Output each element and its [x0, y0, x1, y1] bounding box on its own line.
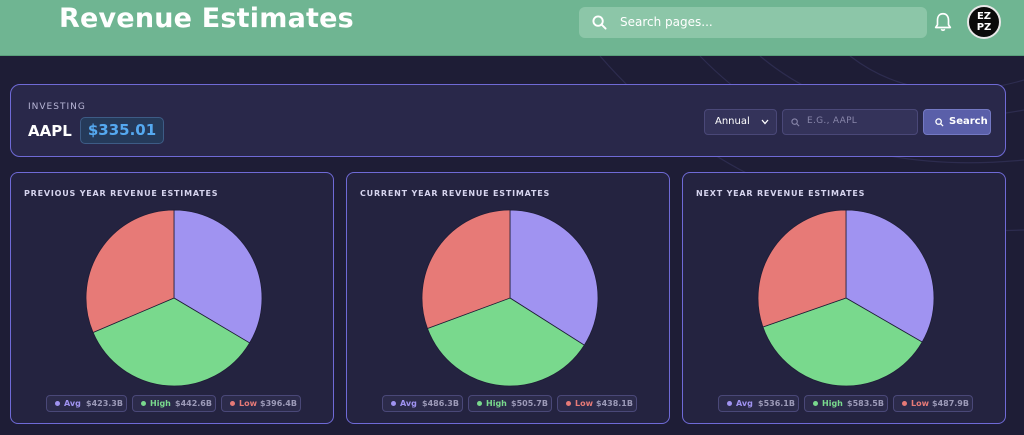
legend-item-avg: Avg $423.3B	[46, 395, 127, 412]
legend-dot-high	[813, 401, 818, 406]
search-pages-input[interactable]: Search pages...	[579, 7, 927, 38]
legend-name: High	[822, 399, 843, 408]
legend-value: $583.5B	[847, 399, 884, 408]
legend-value: $442.6B	[175, 399, 212, 408]
pie-slice-low	[85, 209, 175, 333]
pie-slice-avg	[173, 209, 263, 344]
legend-name: Low	[575, 399, 593, 408]
legend-dot-low	[566, 401, 571, 406]
legend-value: $423.3B	[86, 399, 123, 408]
stock-panel: INVESTING AAPL $335.01 Annual E.G., AAPL…	[10, 84, 1006, 157]
legend-name: High	[486, 399, 507, 408]
legend-name: High	[150, 399, 171, 408]
legend-dot-high	[141, 401, 146, 406]
legend-dot-low	[902, 401, 907, 406]
period-select-value: Annual	[715, 116, 750, 127]
legend-item-low: Low $438.1B	[557, 395, 637, 412]
search-icon	[791, 118, 800, 127]
legend-dot-high	[477, 401, 482, 406]
search-icon	[935, 118, 944, 127]
chevron-down-icon	[761, 119, 769, 125]
legend-item-avg: Avg $486.3B	[382, 395, 463, 412]
revenue-card-next: NEXT YEAR REVENUE ESTIMATES Avg $536.1B …	[682, 172, 1006, 424]
investing-label: INVESTING	[28, 102, 86, 112]
legend-name: Avg	[736, 399, 753, 408]
ticker-input-placeholder: E.G., AAPL	[807, 116, 858, 126]
legend-value: $505.7B	[511, 399, 548, 408]
avatar-text: EZ PZ	[976, 11, 992, 33]
legend-item-high: High $583.5B	[804, 395, 888, 412]
legend-item-low: Low $487.9B	[893, 395, 973, 412]
pie-slice-high	[426, 297, 585, 387]
search-icon	[592, 15, 607, 30]
legend-item-low: Low $396.4B	[221, 395, 301, 412]
pie-slice-avg	[845, 209, 935, 343]
legend-value: $486.3B	[422, 399, 459, 408]
revenue-card-current: CURRENT YEAR REVENUE ESTIMATES Avg $486.…	[346, 172, 670, 424]
search-button-label: Search	[949, 116, 988, 127]
ticker-input[interactable]: E.G., AAPL	[782, 109, 918, 135]
revenue-card-previous: PREVIOUS YEAR REVENUE ESTIMATES Avg $423…	[10, 172, 334, 424]
ticker-symbol: AAPL	[28, 122, 72, 140]
legend-value: $536.1B	[758, 399, 795, 408]
top-bar: Revenue Estimates Search pages... EZ PZ	[0, 0, 1024, 56]
pie-slice-low	[757, 209, 847, 328]
pie-chart	[421, 209, 599, 387]
pie-slice-high	[92, 297, 251, 387]
legend-dot-avg	[391, 401, 396, 406]
card-title: CURRENT YEAR REVENUE ESTIMATES	[360, 189, 551, 198]
avatar[interactable]: EZ PZ	[967, 5, 1001, 39]
pie-chart	[85, 209, 263, 387]
period-select[interactable]: Annual	[704, 109, 777, 135]
legend-item-high: High $442.6B	[132, 395, 216, 412]
legend-name: Low	[239, 399, 257, 408]
search-button[interactable]: Search	[923, 109, 991, 135]
pie-chart	[757, 209, 935, 387]
legend-value: $396.4B	[260, 399, 297, 408]
legend-name: Low	[911, 399, 929, 408]
legend-item-high: High $505.7B	[468, 395, 552, 412]
bell-icon[interactable]	[932, 11, 954, 33]
page-title: Revenue Estimates	[59, 3, 354, 34]
legend-dot-avg	[55, 401, 60, 406]
legend-value: $487.9B	[932, 399, 969, 408]
legend-dot-avg	[727, 401, 732, 406]
legend-name: Avg	[64, 399, 81, 408]
legend-value: $438.1B	[596, 399, 633, 408]
card-title: PREVIOUS YEAR REVENUE ESTIMATES	[24, 189, 219, 198]
pie-slice-high	[762, 297, 923, 387]
pie-slice-low	[421, 209, 511, 330]
search-placeholder: Search pages...	[620, 15, 713, 29]
legend-dot-low	[230, 401, 235, 406]
card-title: NEXT YEAR REVENUE ESTIMATES	[696, 189, 866, 198]
legend-name: Avg	[400, 399, 417, 408]
legend-item-avg: Avg $536.1B	[718, 395, 799, 412]
pie-slice-avg	[509, 209, 599, 346]
price-badge: $335.01	[80, 117, 164, 144]
